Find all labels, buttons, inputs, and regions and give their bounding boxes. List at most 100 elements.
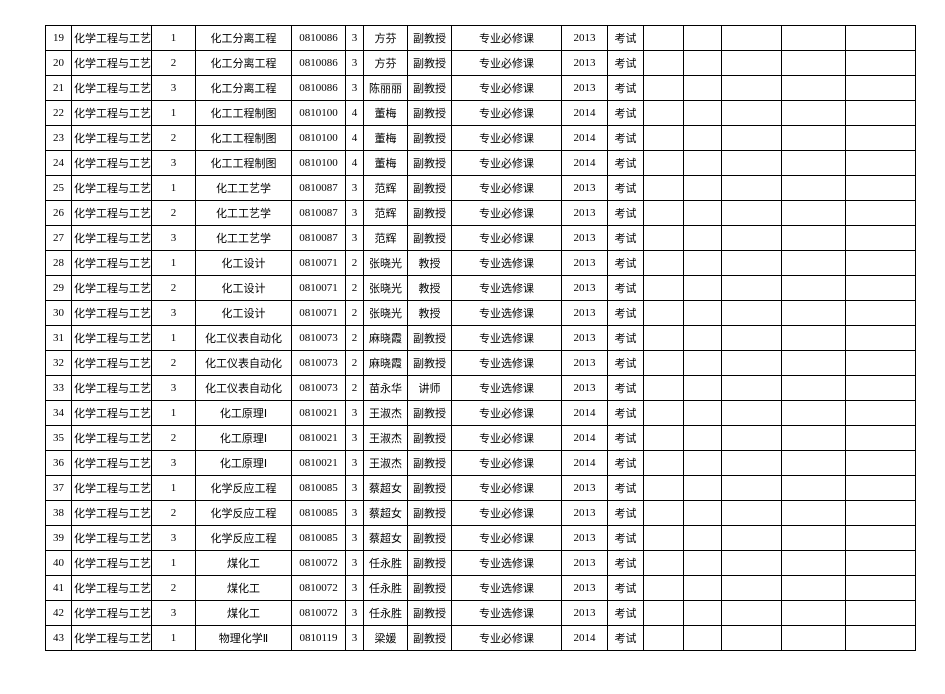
cell xyxy=(722,476,782,501)
cell: 化工仪表自动化 xyxy=(196,351,292,376)
cell xyxy=(722,26,782,51)
cell xyxy=(644,26,684,51)
cell: 1 xyxy=(152,476,196,501)
cell xyxy=(722,351,782,376)
cell: 化工工程制图 xyxy=(196,101,292,126)
cell: 化学工程与工艺 xyxy=(72,326,152,351)
cell: 化学工程与工艺 xyxy=(72,401,152,426)
cell xyxy=(782,601,846,626)
cell: 0810085 xyxy=(292,476,346,501)
cell xyxy=(644,301,684,326)
cell: 化学工程与工艺 xyxy=(72,551,152,576)
cell xyxy=(846,126,916,151)
cell: 专业必修课 xyxy=(452,201,562,226)
cell: 方芬 xyxy=(364,51,408,76)
cell xyxy=(644,176,684,201)
cell: 副教授 xyxy=(408,551,452,576)
cell: 苗永华 xyxy=(364,376,408,401)
cell: 2014 xyxy=(562,126,608,151)
cell: 2013 xyxy=(562,551,608,576)
cell: 蔡超女 xyxy=(364,501,408,526)
cell: 28 xyxy=(46,251,72,276)
cell: 专业必修课 xyxy=(452,426,562,451)
cell: 31 xyxy=(46,326,72,351)
cell: 专业必修课 xyxy=(452,151,562,176)
cell: 1 xyxy=(152,326,196,351)
cell xyxy=(684,426,722,451)
cell: 专业选修课 xyxy=(452,251,562,276)
cell: 3 xyxy=(152,526,196,551)
cell xyxy=(722,451,782,476)
cell xyxy=(782,301,846,326)
cell xyxy=(684,601,722,626)
cell: 化学工程与工艺 xyxy=(72,276,152,301)
cell: 3 xyxy=(346,551,364,576)
table-row: 38化学工程与工艺2化学反应工程08100853蔡超女副教授专业必修课2013考… xyxy=(46,501,916,526)
cell: 专业必修课 xyxy=(452,76,562,101)
cell: 专业必修课 xyxy=(452,526,562,551)
cell: 专业必修课 xyxy=(452,401,562,426)
cell xyxy=(782,226,846,251)
cell: 2 xyxy=(152,276,196,301)
cell: 43 xyxy=(46,626,72,651)
cell: 专业选修课 xyxy=(452,601,562,626)
cell xyxy=(644,526,684,551)
table-row: 19化学工程与工艺1化工分离工程08100863方芬副教授专业必修课2013考试 xyxy=(46,26,916,51)
cell: 专业选修课 xyxy=(452,276,562,301)
cell: 化工设计 xyxy=(196,301,292,326)
cell: 2013 xyxy=(562,276,608,301)
table-row: 21化学工程与工艺3化工分离工程08100863陈丽丽副教授专业必修课2013考… xyxy=(46,76,916,101)
cell: 化工工艺学 xyxy=(196,226,292,251)
cell: 3 xyxy=(346,176,364,201)
cell: 3 xyxy=(346,76,364,101)
cell: 3 xyxy=(346,426,364,451)
cell xyxy=(722,101,782,126)
cell: 副教授 xyxy=(408,126,452,151)
cell xyxy=(846,501,916,526)
cell: 2013 xyxy=(562,501,608,526)
cell: 化工工程制图 xyxy=(196,126,292,151)
cell: 化学工程与工艺 xyxy=(72,176,152,201)
cell: 考试 xyxy=(608,451,644,476)
cell xyxy=(782,551,846,576)
cell: 2014 xyxy=(562,426,608,451)
cell xyxy=(782,51,846,76)
cell xyxy=(684,126,722,151)
cell: 0810073 xyxy=(292,326,346,351)
cell xyxy=(846,476,916,501)
cell xyxy=(846,351,916,376)
table-row: 34化学工程与工艺1化工原理Ⅰ08100213王淑杰副教授专业必修课2014考试 xyxy=(46,401,916,426)
cell: 3 xyxy=(152,376,196,401)
cell xyxy=(782,476,846,501)
cell: 0810086 xyxy=(292,26,346,51)
cell: 2013 xyxy=(562,51,608,76)
cell: 2 xyxy=(346,251,364,276)
cell xyxy=(782,401,846,426)
cell: 0810021 xyxy=(292,426,346,451)
cell: 2013 xyxy=(562,176,608,201)
cell: 0810087 xyxy=(292,176,346,201)
cell: 27 xyxy=(46,226,72,251)
cell: 3 xyxy=(346,601,364,626)
cell xyxy=(782,151,846,176)
cell: 0810100 xyxy=(292,151,346,176)
cell: 化工设计 xyxy=(196,251,292,276)
cell: 34 xyxy=(46,401,72,426)
cell: 考试 xyxy=(608,551,644,576)
cell: 考试 xyxy=(608,176,644,201)
cell: 0810071 xyxy=(292,251,346,276)
cell xyxy=(846,376,916,401)
cell xyxy=(684,101,722,126)
cell: 2013 xyxy=(562,226,608,251)
cell: 2013 xyxy=(562,76,608,101)
cell: 考试 xyxy=(608,426,644,451)
cell: 任永胜 xyxy=(364,601,408,626)
cell xyxy=(644,451,684,476)
cell: 化学反应工程 xyxy=(196,501,292,526)
cell: 化学工程与工艺 xyxy=(72,151,152,176)
cell: 3 xyxy=(346,51,364,76)
table-row: 42化学工程与工艺3煤化工08100723任永胜副教授专业选修课2013考试 xyxy=(46,601,916,626)
cell: 2014 xyxy=(562,626,608,651)
table-row: 22化学工程与工艺1化工工程制图08101004董梅副教授专业必修课2014考试 xyxy=(46,101,916,126)
cell: 蔡超女 xyxy=(364,526,408,551)
